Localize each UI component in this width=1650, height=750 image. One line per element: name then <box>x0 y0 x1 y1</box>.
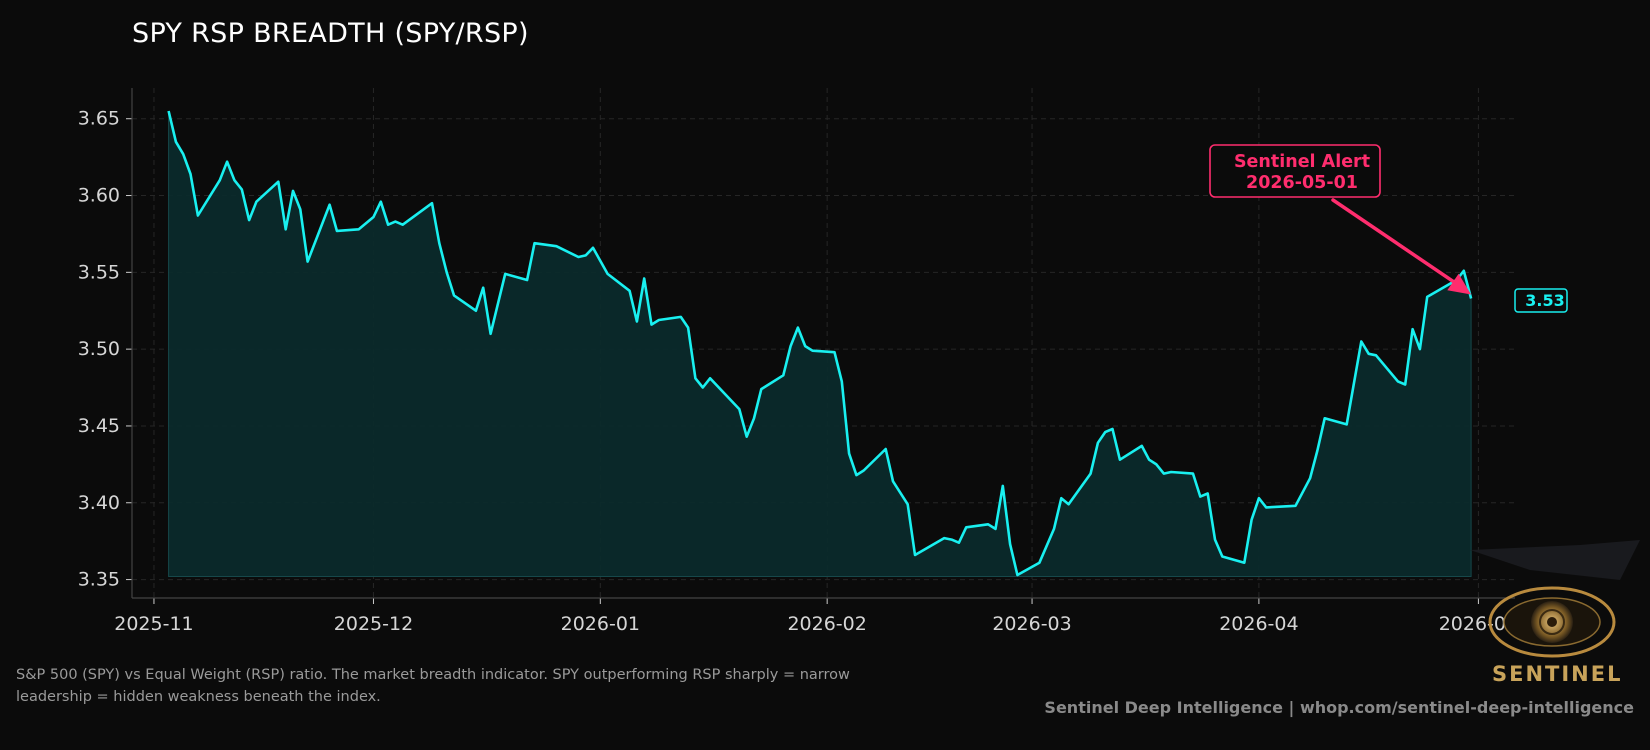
y-tick-label: 3.60 <box>78 185 120 207</box>
y-tick-label: 3.40 <box>78 492 120 514</box>
alert-date: 2026-05-01 <box>1246 173 1358 193</box>
x-tick-label: 2025-11 <box>114 613 193 635</box>
x-tick-label: 2026-04 <box>1219 613 1298 635</box>
x-tick-label: 2026-01 <box>561 613 640 635</box>
logo-wordmark: SENTINEL <box>1492 662 1623 686</box>
chart-title: SPY RSP BREADTH (SPY/RSP) <box>132 18 529 49</box>
alert-box <box>1209 144 1381 198</box>
chart-caption: S&P 500 (SPY) vs Equal Weight (RSP) rati… <box>16 667 850 705</box>
series-line-path <box>167 110 1473 577</box>
alert-arrow-head <box>1447 273 1472 295</box>
x-tick-label: 2026-02 <box>787 613 866 635</box>
y-tick-label: 3.45 <box>78 415 120 437</box>
y-tick-label: 3.50 <box>78 338 120 360</box>
alert-arrow-shaft <box>1331 198 1461 288</box>
axes: 3.35 3.40 3.45 3.50 3.55 3.60 3.65 2025-11 2025-… <box>78 88 1518 635</box>
last-value-box <box>1514 288 1568 313</box>
x-tick-label: 2026-03 <box>992 613 1071 635</box>
alert-title: Sentinel Alert <box>1234 152 1370 172</box>
series-line <box>167 110 1473 577</box>
y-tick-label: 3.55 <box>78 261 120 283</box>
eye-icon <box>1470 540 1640 658</box>
x-tick-label: 2026-05 <box>1439 613 1518 635</box>
x-tick-label: 2025-12 <box>334 613 413 635</box>
y-tick-label: 3.65 <box>78 108 120 130</box>
footer-credit: Sentinel Deep Intelligence | whop.com/se… <box>1044 698 1634 717</box>
y-tick-label: 3.35 <box>78 569 120 591</box>
last-value-label: 3.53 <box>1525 291 1564 310</box>
